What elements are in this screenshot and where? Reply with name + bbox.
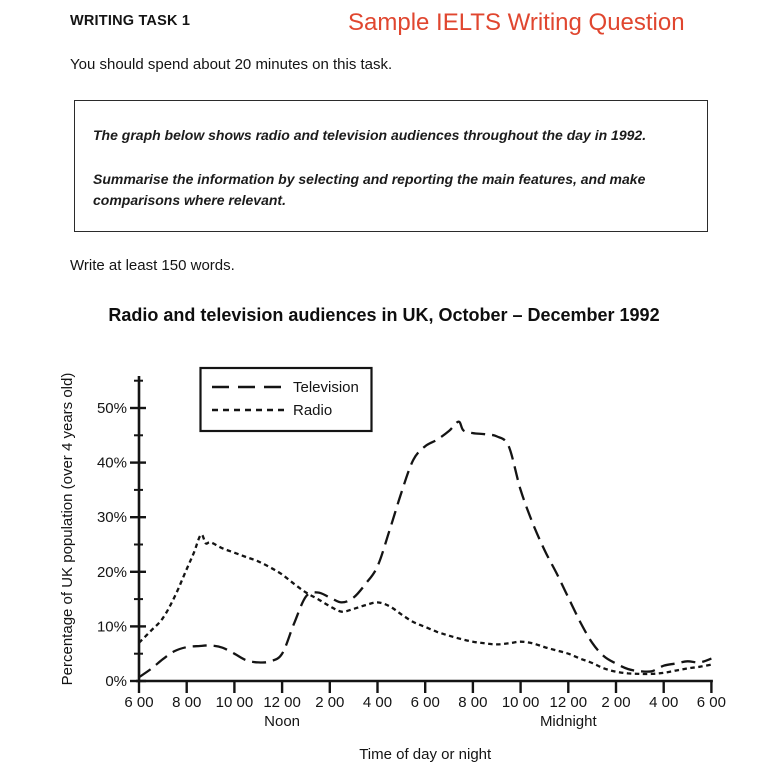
legend-radio-label: Radio xyxy=(293,402,332,419)
x-tick-label: 2 00 xyxy=(601,694,630,711)
y-tick-label: 50% xyxy=(97,400,127,417)
x-tick-label: 2 00 xyxy=(315,694,344,711)
y-tick-label: 40% xyxy=(97,455,127,472)
legend-television-label: Television xyxy=(293,379,359,396)
y-axis-title: Percentage of UK population (over 4 year… xyxy=(59,373,76,686)
x-tick-label: 10 00 xyxy=(216,694,254,711)
x-tick-sublabel: Noon xyxy=(264,713,300,730)
prompt-line-2: Summarise the information by selecting a… xyxy=(93,171,646,208)
prompt-box: The graph below shows radio and televisi… xyxy=(74,100,708,232)
y-tick-label: 10% xyxy=(97,618,127,635)
x-tick-label: 6 00 xyxy=(697,694,726,711)
x-axis-title: Time of day or night xyxy=(359,746,492,763)
radio-curve xyxy=(138,533,712,676)
x-tick-sublabel: Midnight xyxy=(540,713,598,730)
x-tick-label: 8 00 xyxy=(172,694,201,711)
chart-area: 0% 10% 20% 30% 40% 50% 6 00 8 00 10 00 12 00 Noon 2… xyxy=(0,340,768,784)
y-tick-label: 20% xyxy=(97,564,127,581)
task-heading: WRITING TASK 1 xyxy=(70,13,191,29)
x-tick-label: 6 00 xyxy=(124,694,153,711)
x-tick-label: 4 00 xyxy=(363,694,392,711)
x-tick-label: 10 00 xyxy=(502,694,540,711)
x-tick-label: 8 00 xyxy=(458,694,487,711)
page-title: Sample IELTS Writing Question xyxy=(348,9,685,36)
x-tick-label: 6 00 xyxy=(411,694,440,711)
word-count-note: Write at least 150 words. xyxy=(70,257,235,274)
y-tick-label: 0% xyxy=(105,673,127,690)
x-tick-label: 12 00 xyxy=(263,694,301,711)
legend-box xyxy=(199,366,373,433)
television-curve xyxy=(138,420,712,679)
chart-title: Radio and television audiences in UK, Oc… xyxy=(108,305,660,325)
y-tick-label: 30% xyxy=(97,509,127,526)
x-tick-label: 4 00 xyxy=(649,694,678,711)
prompt-line-1: The graph below shows radio and televisi… xyxy=(93,127,647,143)
time-instruction: You should spend about 20 minutes on thi… xyxy=(70,56,393,73)
x-tick-label: 12 00 xyxy=(550,694,588,711)
audience-line-chart: 0% 10% 20% 30% 40% 50% 6 00 8 00 10 00 12 00 Noon 2… xyxy=(59,366,726,763)
